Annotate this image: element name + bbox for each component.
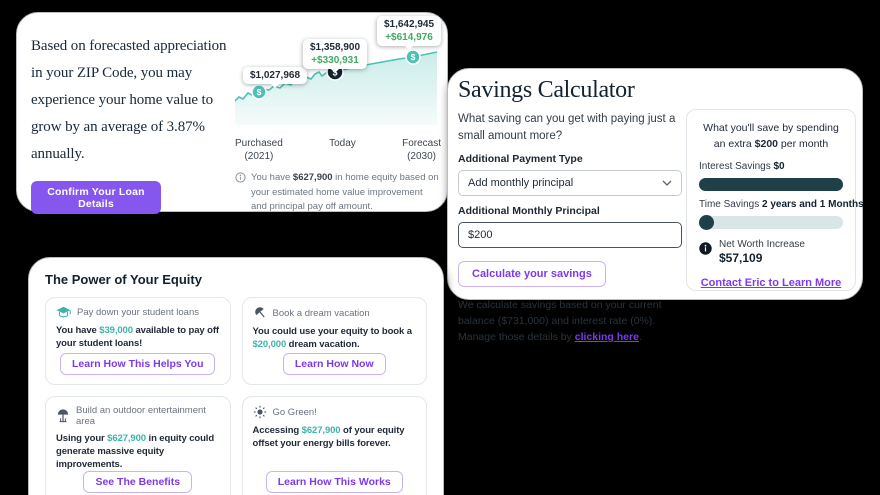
time-savings-row: Time Savings 2 years and 1 Months [699,198,864,210]
tile-student-loans: Pay down your student loans You have $39… [45,297,231,385]
time-savings-knob [699,214,714,230]
tile-category: Pay down your student loans [77,307,199,318]
equity-tile-grid: Pay down your student loans You have $39… [45,297,427,495]
results-header: What you'll save by spending an extra $2… [703,122,839,150]
clicking-here-link[interactable]: clicking here [574,330,639,343]
interest-savings-bar [699,177,843,191]
calculate-savings-button[interactable]: Calculate your savings [458,261,606,288]
learn-how-this-helps-you-button[interactable]: Learn How This Helps You [60,353,216,375]
net-worth-value: $57,109 [719,250,763,265]
forecast-chart-column: $ $ $ $1,027,968 $1,358,900 [235,16,442,212]
tile-go-green: Go Green! Accessing $627,900 of your equ… [241,396,427,495]
chevron-down-icon [662,180,672,187]
payment-type-value: Add monthly principal [468,177,574,190]
calculator-form: Savings Calculator What saving can you g… [458,73,686,343]
calculator-disclaimer: We calculate savings based on your curre… [458,299,662,343]
home-value-chart: $ $ $ $1,027,968 $1,358,900 [235,16,442,167]
patio-umbrella-icon [56,409,70,423]
chart-marker-purchased: $ [251,84,267,100]
savings-calculator-card: Savings Calculator What saving can you g… [447,68,864,343]
home-value-area-chart: $ $ $ [235,49,438,125]
time-savings-bar [699,214,843,230]
chart-value-badge-purchased: $1,027,968 [242,67,308,88]
forecast-text-column: Based on forecasted appreciation in your… [31,25,235,214]
tile-dream-vacation: Book a dream vacation You could use your… [241,297,427,385]
card-subtitle: What saving can you get with paying just… [458,113,676,142]
learn-how-this-works-button[interactable]: Learn How This Works [265,471,403,493]
contact-eric-link[interactable]: Contact Eric to Learn More [700,276,842,289]
payment-type-label: Additional Payment Type [458,153,583,166]
chart-area-fill [235,52,437,125]
forecast-card: Based on forecasted appreciation in your… [16,12,448,214]
tile-outdoor-area: Build an outdoor entertainment area Usin… [45,396,231,495]
payment-type-select[interactable]: Add monthly principal [458,170,682,197]
equity-footnote: You have $627,900 in home equity based o… [235,171,441,215]
info-filled-icon [699,241,712,260]
see-the-benefits-button[interactable]: See The Benefits [83,471,193,493]
tile-category: Go Green! [272,406,317,418]
tile-category: Book a dream vacation [272,307,370,319]
equity-power-card: The Power of Your Equity Pay down your s… [28,257,444,495]
forecast-description: Based on forecasted appreciation in your… [31,38,227,162]
tile-category: Build an outdoor entertainment area [76,405,206,427]
svg-text:$: $ [257,87,262,97]
interest-savings-row: Interest Savings $0 [699,160,785,172]
card-title: Savings Calculator [458,77,635,103]
tile-body: You have $39,000 available to pay off yo… [56,325,219,349]
beach-umbrella-icon [253,306,267,320]
axis-label-purchased: Purchased (2021) [235,138,283,162]
net-worth-row: Net Worth Increase $57,109 [699,239,843,265]
chart-x-axis: Purchased (2021) Today Forecast (2030) [235,137,441,163]
confirm-loan-button[interactable]: Confirm Your Loan Details [31,181,161,214]
net-worth-label: Net Worth Increase [719,238,805,250]
chart-marker-forecast: $ [405,49,421,65]
chart-value-badge-forecast: $1,642,945 +$614,976 [376,16,442,50]
graduation-cap-icon [56,306,71,319]
learn-how-now-button[interactable]: Learn How Now [282,353,386,375]
monthly-principal-input[interactable] [458,222,682,249]
axis-label-today: Today [329,138,356,149]
tile-body: You could use your equity to book a $20,… [252,326,413,350]
monthly-principal-label: Additional Monthly Principal [458,205,600,218]
equity-footnote-text: You have $627,900 in home equity based o… [251,172,439,213]
sun-icon [253,405,267,419]
savings-results-panel: What you'll save by spending an extra $2… [686,109,864,291]
chart-value-badge-today: $1,358,900 +$330,931 [302,39,368,73]
tile-body: Using your $627,900 in equity could gene… [56,433,215,470]
info-icon [235,172,246,215]
svg-text:$: $ [411,52,416,62]
axis-label-forecast: Forecast (2030) [402,138,441,162]
equity-card-title: The Power of Your Equity [45,272,202,287]
tile-body: Accessing $627,900 of your equity offset… [252,425,405,449]
